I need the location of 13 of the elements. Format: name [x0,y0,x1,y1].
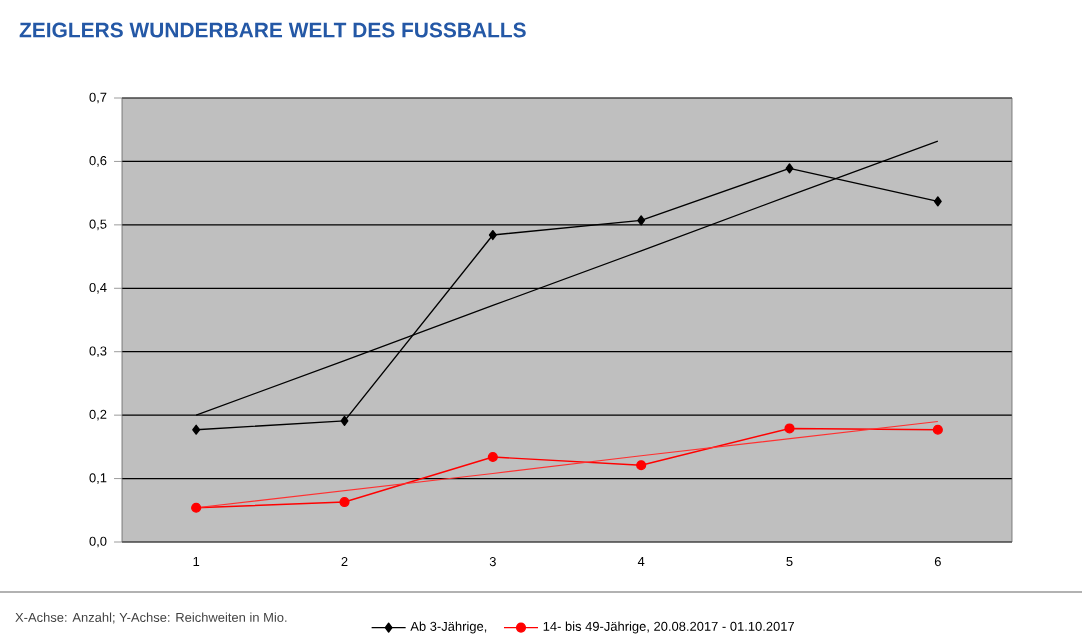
point [637,215,646,226]
point [785,163,794,174]
point [340,415,349,426]
point [487,451,498,463]
point [933,196,942,207]
point [192,424,201,435]
chart-title: ZEIGLERS WUNDERBARE WELT DES FUSSBALLS [19,22,526,38]
point [636,460,647,471]
point [932,424,943,435]
point [339,496,350,508]
point [191,502,202,513]
point [784,423,795,434]
point [488,229,497,241]
